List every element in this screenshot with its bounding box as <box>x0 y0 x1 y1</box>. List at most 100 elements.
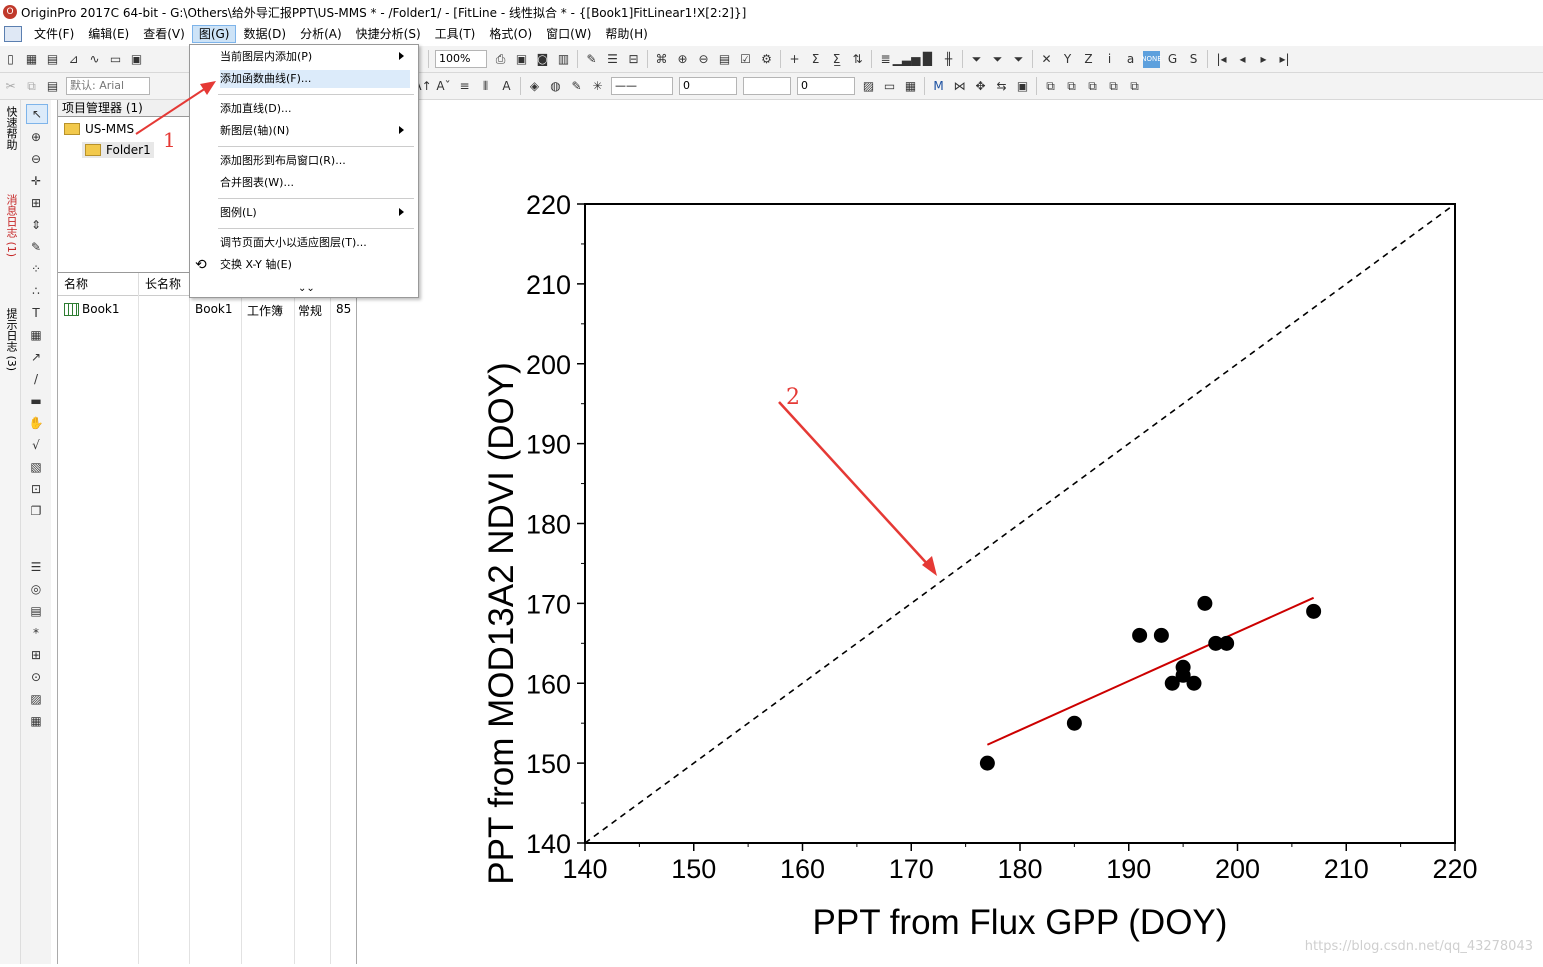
messages-log-tab[interactable]: 消息日志 (1) <box>5 194 18 258</box>
y-column-icon[interactable]: Y <box>1063 52 1072 66</box>
results-log-icon[interactable]: ☰ <box>607 52 618 66</box>
group-column-icon[interactable]: G <box>1167 52 1178 66</box>
menu-file[interactable]: 文件(F) <box>34 27 75 41</box>
fill-color-icon[interactable]: ◈ <box>529 79 540 93</box>
layer-tool-icon[interactable]: ▨ <box>30 692 42 706</box>
tree-icon[interactable]: ⌘ <box>655 52 668 66</box>
zoom-out-icon[interactable]: ⊖ <box>698 52 709 66</box>
column-header-name[interactable]: 名称 <box>58 273 139 295</box>
align-objects-icon[interactable]: ⧉ <box>1130 78 1139 93</box>
rectangle-tool-icon[interactable]: ▬ <box>30 394 42 408</box>
fill-select[interactable] <box>743 77 791 95</box>
menu-analysis[interactable]: 分析(A) <box>300 27 342 41</box>
menu-item-fit-page-to-layers[interactable]: 调节页面大小以适应图层(T)... <box>220 234 410 252</box>
filter-icon[interactable]: ⏷ <box>971 51 982 66</box>
menu-item-add-to-layer[interactable]: 当前图层内添加(P) <box>220 48 410 66</box>
menu-window[interactable]: 窗口(W) <box>546 27 592 41</box>
zoom-out-tool-icon[interactable]: ⊖ <box>30 152 42 166</box>
circle-tool-icon[interactable]: ◎ <box>30 582 42 596</box>
menu-item-add-straight-line[interactable]: 添加直线(D)... <box>220 100 410 118</box>
text-tool-icon[interactable]: T <box>32 306 40 320</box>
new-workbook-icon[interactable]: ▦ <box>25 52 38 66</box>
menu-format[interactable]: 格式(O) <box>489 27 533 41</box>
gear-icon[interactable]: ⚙ <box>761 52 772 66</box>
new-function-icon[interactable]: ∿ <box>89 52 100 66</box>
new-matrix-icon[interactable]: ▤ <box>46 52 59 66</box>
font-select[interactable]: 默认: Arial <box>66 77 150 95</box>
new-project-icon[interactable]: ▯ <box>7 52 14 66</box>
data-selector-icon[interactable]: ⇕ <box>30 218 42 232</box>
scale-tool-icon[interactable]: ⊞ <box>30 648 42 662</box>
print-icon[interactable]: ⎙ <box>495 51 506 66</box>
border-icon[interactable]: ▭ <box>883 79 896 93</box>
menu-tools[interactable]: 工具(T) <box>434 27 476 41</box>
copy-format-icon[interactable]: ❐ <box>30 504 42 518</box>
paste-icon[interactable]: ▤ <box>46 79 59 93</box>
none-column-icon[interactable]: NONE <box>1141 50 1162 68</box>
list-tool-icon[interactable]: ☰ <box>30 560 42 574</box>
zoom-in-tool-icon[interactable]: ⊕ <box>30 130 42 144</box>
menu-data[interactable]: 数据(D) <box>243 27 287 41</box>
sort-icon[interactable]: ⇅ <box>852 52 863 66</box>
new-graph-icon[interactable]: ⊿ <box>68 52 79 66</box>
quick-help-tab[interactable]: 快速帮助 <box>5 106 18 150</box>
line-width-field[interactable]: 0 <box>679 77 737 95</box>
merge-icon[interactable]: M <box>933 79 944 93</box>
symbol-size-field[interactable]: 0 <box>797 77 855 95</box>
open-icon[interactable]: ▭ <box>109 52 122 66</box>
region-tool-icon[interactable]: ⊡ <box>30 482 42 496</box>
slideshow-icon[interactable]: ▣ <box>515 52 528 66</box>
line-color-icon[interactable]: ✎ <box>571 79 582 93</box>
command-window-icon[interactable]: ⊟ <box>628 52 639 66</box>
sum-icon[interactable]: Σ <box>811 52 820 66</box>
hand-tool-icon[interactable]: ✋ <box>28 416 44 430</box>
statistics-icon[interactable]: Σ̲ <box>832 52 841 66</box>
z-column-icon[interactable]: Z <box>1084 52 1093 66</box>
dataset-icon[interactable]: ⇆ <box>996 79 1007 93</box>
filter-edit-icon[interactable]: ⏷ <box>1013 51 1024 66</box>
menu-item-merge-graphs[interactable]: 合并图表(W)... <box>220 174 410 192</box>
origin-app-icon[interactable]: O <box>3 5 17 19</box>
hatch-icon[interactable]: ▨ <box>862 79 875 93</box>
error-column-icon[interactable]: ⅰ <box>1107 52 1112 66</box>
grid-tool-icon[interactable]: ▦ <box>30 714 42 728</box>
pattern-icon[interactable]: ⦀ <box>482 78 489 93</box>
scatter-tool-icon[interactable]: ∴ <box>32 284 40 298</box>
zoom-in-icon[interactable]: ⊕ <box>677 52 688 66</box>
columns-icon[interactable]: ▥ <box>557 52 570 66</box>
copy-icon[interactable]: ⧉ <box>27 78 36 93</box>
first-icon[interactable]: |◂ <box>1216 52 1227 66</box>
data-reader-icon[interactable]: ⊞ <box>30 196 42 210</box>
back-icon[interactable]: ⧉ <box>1109 78 1118 93</box>
mdi-window-icon[interactable] <box>4 26 22 42</box>
zoom-select[interactable]: 100% <box>435 50 487 68</box>
move-icon[interactable]: ✥ <box>975 79 986 93</box>
menu-quick-analysis[interactable]: 快捷分析(S) <box>355 27 421 41</box>
menu-item-add-to-layout[interactable]: 添加图形到布局窗口(R)... <box>220 152 410 170</box>
menu-item-add-function-curve[interactable]: 添加函数曲线(F)... <box>220 70 410 88</box>
draw-data-icon[interactable]: ✎ <box>30 240 42 254</box>
group-icon[interactable]: ⧉ <box>1046 78 1055 93</box>
last-icon[interactable]: ▸| <box>1279 52 1290 66</box>
menu-view[interactable]: 查看(V) <box>143 27 185 41</box>
pattern-fill-icon[interactable]: ◍ <box>550 79 561 93</box>
notes-icon[interactable]: ✎ <box>586 52 597 66</box>
menu-graph[interactable]: 图(G) <box>191 25 237 43</box>
graph-window[interactable]: 140 150 160 170 180 190 200 210 220 140 150 160 170 1… <box>357 100 1543 964</box>
open-template-icon[interactable]: ▣ <box>130 52 143 66</box>
column-chart-icon[interactable]: ▐▌ <box>918 52 937 66</box>
tree-folder-item[interactable]: Folder1 <box>82 142 154 158</box>
mask-icon[interactable]: ⁘ <box>30 262 42 276</box>
smart-hint-log-tab[interactable]: 提示日志 (3) <box>5 308 18 372</box>
line-style-select[interactable]: —— <box>611 77 673 95</box>
chart-object-icon[interactable]: ▣ <box>1016 79 1029 93</box>
add-column-icon[interactable]: + <box>789 52 800 66</box>
font-color-icon[interactable]: A <box>502 79 511 93</box>
plot-setup-icon[interactable]: ☑ <box>740 52 751 66</box>
filter-clear-icon[interactable]: ⏷ <box>992 51 1003 66</box>
menu-item-new-layer[interactable]: 新图层(轴)(N) <box>220 122 410 140</box>
x-column-icon[interactable]: ✕ <box>1041 52 1052 66</box>
color-scale-icon[interactable]: ⊙ <box>30 670 42 684</box>
align-icon[interactable]: ≡ <box>459 79 470 93</box>
menu-item-swap-xy[interactable]: 交换 X-Y 轴(E) <box>220 256 410 274</box>
